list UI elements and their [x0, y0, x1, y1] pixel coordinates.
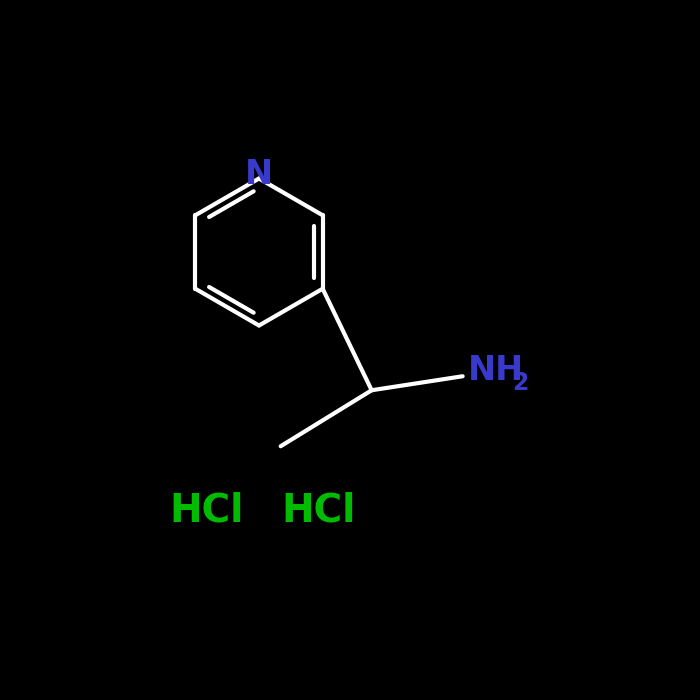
Text: NH: NH — [468, 354, 524, 387]
Text: HCl: HCl — [281, 492, 356, 530]
Text: 2: 2 — [512, 371, 528, 395]
Text: N: N — [245, 158, 273, 192]
Text: HCl: HCl — [169, 492, 244, 530]
